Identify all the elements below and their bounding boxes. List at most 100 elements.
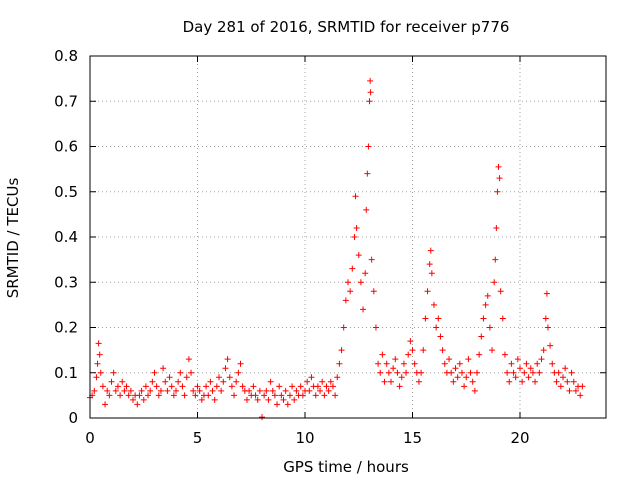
data-point [196, 387, 203, 394]
data-points [87, 77, 586, 421]
data-point [297, 383, 304, 390]
data-point [104, 387, 111, 394]
data-point [293, 387, 300, 394]
data-point [564, 378, 571, 385]
data-point [106, 392, 113, 399]
data-point [482, 301, 489, 308]
data-point [411, 360, 418, 367]
y-axis-title: SRMTID / TECUs [4, 178, 22, 299]
data-point [398, 374, 405, 381]
data-point [385, 369, 392, 376]
data-point [226, 374, 233, 381]
data-point [370, 288, 377, 295]
data-point [117, 392, 124, 399]
data-point [325, 387, 332, 394]
data-point [321, 392, 328, 399]
data-point [327, 378, 334, 385]
data-point [351, 234, 358, 240]
data-point [334, 374, 341, 381]
data-point [160, 365, 167, 372]
data-point [250, 383, 257, 390]
data-point [340, 324, 347, 331]
data-point [286, 392, 293, 399]
data-point [463, 374, 470, 381]
data-point [237, 360, 244, 367]
data-point [492, 256, 499, 263]
data-point [521, 369, 528, 376]
data-point [153, 383, 160, 390]
data-point [319, 378, 326, 385]
data-point [495, 163, 502, 170]
data-point [265, 396, 272, 403]
data-point [162, 378, 169, 385]
data-point [501, 351, 508, 358]
data-point [112, 387, 119, 394]
data-point [96, 351, 103, 358]
data-point [263, 387, 270, 394]
data-point [145, 392, 152, 399]
data-point [99, 383, 106, 390]
data-point [306, 387, 313, 394]
data-point [177, 369, 184, 376]
data-point [119, 378, 126, 385]
data-point [336, 360, 343, 367]
data-point [127, 387, 134, 394]
data-point [224, 356, 231, 363]
data-point [439, 347, 446, 354]
data-point [543, 290, 550, 297]
data-point [517, 365, 523, 372]
chart-title: Day 281 of 2016, SRMTID for receiver p77… [183, 18, 510, 36]
data-point [329, 383, 336, 390]
data-point [252, 392, 259, 399]
x-tick-label: 0 [85, 429, 95, 447]
data-point [396, 383, 403, 390]
data-point [114, 383, 121, 390]
data-point [192, 392, 199, 399]
data-point [173, 387, 179, 394]
data-point [164, 387, 171, 394]
x-axis-title: GPS time / hours [283, 458, 409, 476]
data-point [375, 360, 382, 367]
data-point [170, 392, 177, 399]
data-point [314, 383, 321, 390]
data-point [157, 387, 164, 394]
data-point [312, 392, 319, 399]
data-point [572, 387, 579, 394]
data-point [372, 324, 379, 331]
data-point [560, 374, 566, 381]
data-point [299, 392, 306, 399]
data-point [213, 383, 220, 390]
data-point [284, 401, 291, 408]
data-point [243, 396, 250, 403]
data-point [364, 170, 371, 177]
data-point [534, 360, 541, 367]
data-point [418, 369, 425, 376]
data-point [566, 387, 573, 394]
data-point [504, 369, 511, 376]
data-point [110, 369, 117, 376]
data-point [491, 279, 498, 286]
data-point [415, 378, 422, 385]
data-point [233, 378, 240, 385]
data-point [547, 342, 554, 349]
data-point [409, 347, 416, 354]
data-point [377, 369, 384, 376]
data-point [282, 387, 289, 394]
data-point [538, 356, 545, 363]
y-tick-label: 0.5 [54, 183, 78, 201]
data-point [261, 392, 268, 399]
data-point [478, 333, 485, 340]
data-point [190, 387, 197, 394]
data-point [267, 378, 274, 385]
data-point [235, 369, 242, 376]
data-point [149, 378, 156, 385]
data-point [147, 387, 154, 394]
data-point [497, 288, 504, 295]
data-point [454, 374, 461, 381]
data-point [435, 315, 442, 322]
data-point [363, 206, 370, 213]
data-point [420, 347, 427, 354]
data-point [471, 387, 478, 394]
